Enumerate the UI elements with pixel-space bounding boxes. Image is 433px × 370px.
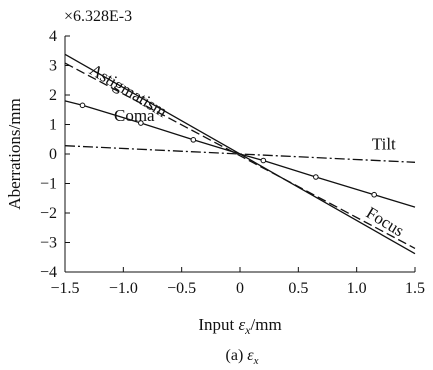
y-tick-label: −4 [40, 264, 57, 281]
caption-prefix: (a) [226, 347, 248, 364]
marker-coma [80, 103, 85, 108]
scale-label: ×6.328E-3 [64, 8, 132, 25]
x-tick-label: 0.5 [288, 280, 308, 297]
y-tick-label: −1 [40, 176, 57, 193]
x-tick-label: −0.5 [167, 280, 196, 297]
marker-coma [191, 138, 196, 143]
y-tick-label: 1 [49, 117, 57, 134]
marker-coma [314, 175, 319, 180]
y-axis-label: Aberrations/mm [5, 98, 24, 209]
annotation-focus: Focus [363, 203, 408, 240]
marker-coma [261, 158, 266, 163]
x-tick-label: −1.0 [109, 280, 138, 297]
y-tick-label: 4 [49, 28, 57, 45]
x-tick-label: 1.0 [347, 280, 367, 297]
y-tick-label: −3 [40, 235, 57, 252]
y-tick-label: 3 [49, 58, 57, 75]
caption-sub: x [253, 355, 259, 367]
x-axis-label-suffix: /mm [251, 315, 282, 334]
series-line-tilt [65, 146, 415, 163]
x-axis-label-prefix: Input [198, 315, 238, 334]
y-tick-label: 2 [49, 87, 57, 104]
y-tick-label: −2 [40, 205, 57, 222]
x-tick-label: 0 [236, 280, 244, 297]
caption: (a) εx [226, 347, 259, 367]
annotation-tilt: Tilt [372, 135, 396, 154]
marker-coma [372, 192, 377, 197]
annotation-coma: Coma [114, 106, 155, 125]
y-tick-label: 0 [49, 146, 57, 163]
x-tick-label: 1.5 [405, 280, 425, 297]
x-tick-label: −1.5 [50, 280, 79, 297]
x-axis-label: Input εx/mm [198, 315, 281, 337]
